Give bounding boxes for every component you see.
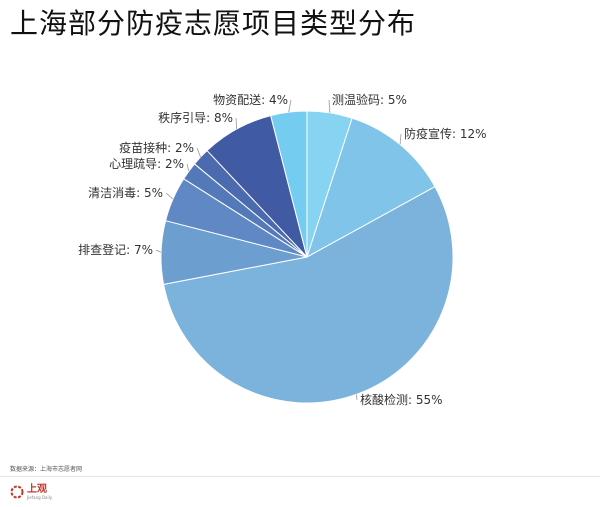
leader-line-9 [288,99,292,113]
leader-line-6 [186,163,190,172]
publisher-logo: 上观 Jiefang Daily [10,483,52,501]
leader-line-3 [356,394,358,401]
pie-slice-3 [163,185,454,404]
leader-line-5 [165,192,174,200]
slice-label-7: 疫苗接种: 2% [119,140,194,155]
slice-label-8: 秩序引导: 8% [158,110,233,125]
logo-label: 上观 [27,483,47,495]
leader-line-8 [235,117,238,130]
leader-line-4 [155,249,162,253]
chart-title: 上海部分防疫志愿项目类型分布 [10,7,417,40]
slice-label-5: 清洁消毒: 5% [88,186,163,200]
slice-label-1: 测温验码: 5% [332,92,407,107]
pie-slice-9 [270,110,308,258]
slice-label-4: 排查登记: 7% [78,242,153,257]
logo-icon [10,485,24,499]
slice-label-3: 核酸检测: 55% [360,392,443,407]
footer-divider [0,476,600,477]
pie-slice-2 [306,117,436,259]
leader-line-1 [328,99,331,113]
slice-label-2: 防疫宣传: 12% [404,126,487,141]
slice-label-6: 心理疏导: 2% [109,156,184,171]
leader-line-7 [196,147,201,158]
slice-label-9: 物资配送: 4% [213,92,288,107]
data-source: 数据来源：上海市志愿者网 [10,466,83,473]
logo-sublabel: Jiefang Daily [27,494,53,500]
pie-chart: 测温验码: 5% 防疫宣传: 12% 核酸检测: 55% 排查登记: 7% 清洁消毒: … [78,92,487,407]
leader-line-2 [399,133,402,145]
